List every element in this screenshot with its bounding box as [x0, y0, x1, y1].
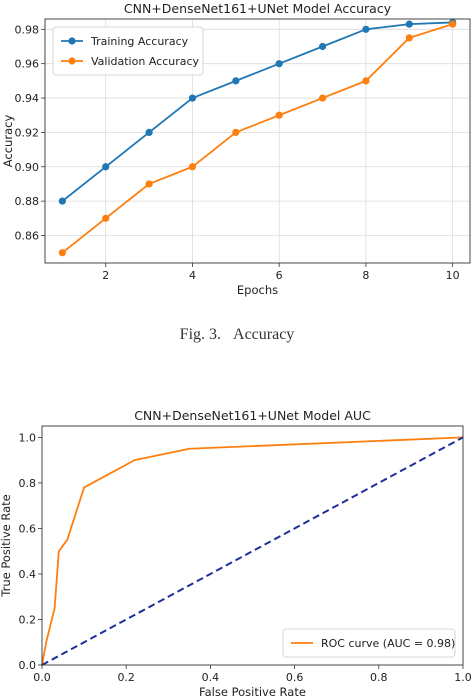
chart0-series-1-point	[275, 111, 283, 119]
chart1-series-line-0	[41, 436, 464, 666]
chart1-ytick-label: 0.4	[19, 568, 37, 581]
chart0-series-0-point	[145, 128, 153, 137]
chart0-title: CNN+DenseNet161+UNet Model Accuracy	[124, 1, 392, 16]
chart0-legend-box	[52, 26, 204, 76]
chart0-series-0-point	[188, 94, 197, 102]
chart1-ytick-label: 1.0	[19, 431, 37, 444]
chart0-xlabel: Epochs	[237, 283, 278, 297]
chart0-series-0-point	[232, 77, 240, 85]
chart1-xtick-label: 0.0	[33, 671, 51, 684]
chart0-xtick-label: 6	[276, 269, 283, 282]
chart0-legend-swatch-marker	[68, 37, 76, 45]
chart0-ytick-label: 0.88	[15, 195, 40, 208]
chart0-series-1-point	[449, 20, 457, 28]
chart0-legend-swatch-marker	[68, 57, 76, 65]
chart1-xtick-label: 0.2	[117, 671, 135, 684]
chart0-plot-frame	[44, 18, 471, 264]
chart0-ylabel: Accuracy	[1, 115, 15, 168]
chart0-series-1-point	[188, 163, 197, 171]
chart0-ytick-label: 0.90	[15, 161, 40, 174]
chart0-series-1-point	[405, 34, 413, 42]
chart0-series-0-point	[102, 163, 110, 171]
chart1-plot-frame	[41, 425, 464, 666]
chart1-series-line-1	[41, 436, 464, 666]
chart0-series-line-0	[61, 21, 453, 202]
chart1-ytick-label: 0.8	[19, 477, 37, 490]
caption-number: Fig. 3.	[179, 326, 222, 343]
chart0-xtick-label: 2	[102, 269, 109, 282]
chart0-series-1-point	[145, 180, 153, 188]
chart1-ytick-label: 0.2	[19, 613, 37, 626]
chart0-xtick-label: 8	[362, 269, 369, 282]
chart1-xtick-label: 0.4	[202, 671, 220, 684]
chart1-xlabel: False Positive Rate	[199, 685, 306, 699]
chart0-series-0-point	[275, 60, 283, 68]
chart0-series-0-point	[318, 42, 327, 51]
chart0-xtick-label: 4	[189, 269, 196, 282]
caption-text: Accuracy	[233, 326, 295, 343]
chart1-legend-label: ROC curve (AUC = 0.98)	[321, 637, 455, 650]
chart0-series-1-point	[232, 128, 240, 137]
chart0-series-0-point	[405, 20, 413, 28]
chart1-ytick-label: 0.0	[19, 659, 37, 672]
chart1-title: CNN+DenseNet161+UNet Model AUC	[134, 408, 371, 423]
chart1-xtick-label: 1.0	[454, 671, 472, 684]
chart0-ytick-label: 0.94	[15, 92, 40, 105]
chart1-xtick-label: 0.8	[370, 671, 388, 684]
chart0-ytick-label: 0.92	[15, 126, 40, 139]
chart0-series-line-1	[61, 23, 453, 254]
chart0-series-0-point	[362, 25, 370, 33]
chart0-xtick-label: 10	[446, 269, 460, 282]
chart0-series-1-point	[58, 249, 66, 257]
figure-caption: Fig. 3. Accuracy	[0, 326, 474, 344]
chart1-legend-box	[282, 628, 456, 658]
chart0-series-1-point	[102, 214, 110, 222]
chart1-ylabel: True Positive Rate	[0, 494, 13, 597]
chart0-ytick-label: 0.86	[15, 230, 40, 243]
chart0-series-0-point	[58, 197, 66, 205]
chart0-ytick-label: 0.98	[15, 23, 40, 36]
chart0-series-1-point	[362, 77, 370, 85]
chart0-series-1-point	[318, 94, 327, 102]
chart0-legend-label: Validation Accuracy	[91, 55, 200, 68]
chart0-ytick-label: 0.96	[15, 58, 40, 71]
chart1-ytick-label: 0.6	[19, 522, 37, 535]
chart1-xtick-label: 0.6	[286, 671, 304, 684]
chart0-legend-label: Training Accuracy	[90, 35, 189, 48]
